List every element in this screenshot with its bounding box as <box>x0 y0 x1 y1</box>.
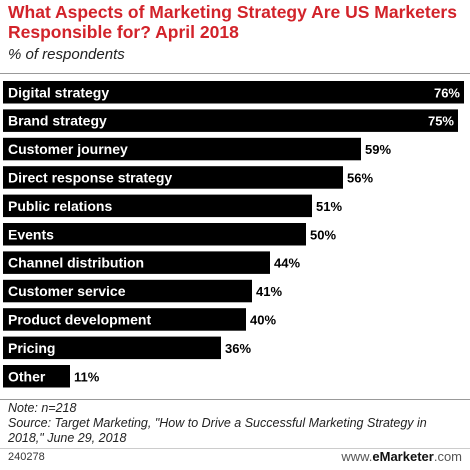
bar-value-label: 40% <box>250 312 276 327</box>
bar <box>3 109 458 132</box>
brand-logo: www.eMarketer.com <box>341 449 462 464</box>
bar-category-label: Pricing <box>8 340 55 356</box>
bar <box>3 365 70 388</box>
chart-title: What Aspects of Marketing Strategy Are U… <box>8 2 457 42</box>
bar-value-label: 50% <box>310 227 336 242</box>
brand-name: eMarketer <box>372 449 434 464</box>
bar <box>3 137 361 161</box>
bar-category-label: Events <box>8 226 54 242</box>
bottom-divider <box>0 399 470 400</box>
bar-category-label: Customer service <box>8 283 126 299</box>
bar-value-label: 51% <box>316 199 342 214</box>
bar-category-label: Product development <box>8 311 151 327</box>
bar <box>3 336 221 360</box>
bar-category-label: Digital strategy <box>8 84 109 100</box>
bar-value-label: 76% <box>434 85 460 100</box>
bar <box>3 166 343 189</box>
bar <box>3 308 246 331</box>
bar-category-label: Brand strategy <box>8 113 107 129</box>
bar-category-label: Direct response strategy <box>8 169 172 185</box>
chart-subtitle: % of respondents <box>8 46 125 63</box>
chart-id: 240278 <box>8 451 45 463</box>
bar <box>3 279 252 303</box>
bar <box>3 223 306 246</box>
bar-chart: Digital strategy 76% Brand strategy 75% Cust… <box>3 81 464 388</box>
bar-value-label: 36% <box>225 341 251 356</box>
footer-divider <box>0 448 470 449</box>
bar-category-label: Public relations <box>8 198 112 214</box>
source-text: Source: Target Marketing, "How to Drive … <box>8 416 427 445</box>
bar-category-label: Other <box>8 368 46 384</box>
bar-value-label: 59% <box>365 142 391 157</box>
bar-value-label: 56% <box>347 170 373 185</box>
bar-category-label: Customer journey <box>8 141 128 157</box>
top-divider <box>0 73 470 74</box>
bar <box>3 251 270 274</box>
bar-value-label: 11% <box>74 369 100 384</box>
bar <box>3 194 312 218</box>
chart-notes: Note: n=218 Source: Target Marketing, "H… <box>8 401 463 446</box>
brand-prefix: www. <box>341 449 373 464</box>
bar-category-label: Channel distribution <box>8 255 144 271</box>
bar-value-label: 75% <box>428 114 454 129</box>
bar-value-label: 44% <box>274 256 300 271</box>
note-text: Note: n=218 <box>8 401 77 415</box>
bar-value-label: 41% <box>256 284 282 299</box>
bar <box>3 81 464 104</box>
brand-suffix: .com <box>433 449 462 464</box>
